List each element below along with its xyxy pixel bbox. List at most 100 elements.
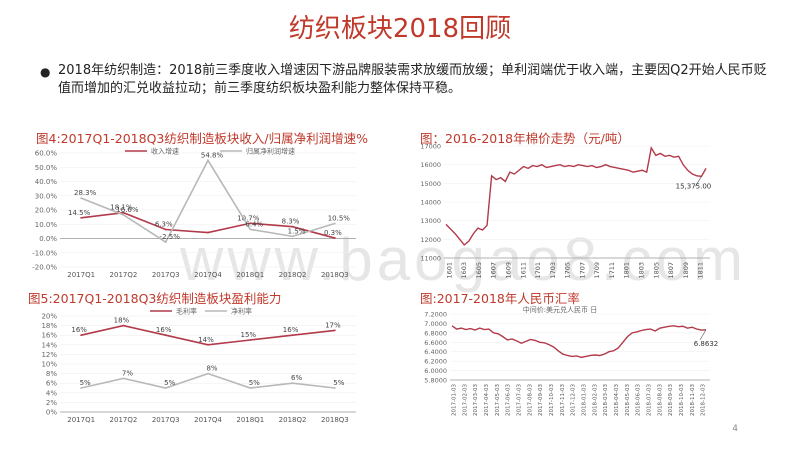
data-point: [291, 225, 294, 228]
x-tick-label: 2018-02-03: [592, 384, 598, 416]
data-label: 18%: [114, 317, 130, 325]
x-tick-label: 1709: [593, 262, 601, 279]
data-label: 54.8%: [201, 151, 224, 159]
x-tick-label: 1711: [608, 262, 616, 279]
data-label: 16.6%: [116, 206, 139, 214]
data-label: 18.1%: [110, 204, 133, 212]
data-label: 5%: [249, 379, 260, 387]
end-value-label: 6.8632: [694, 340, 719, 348]
y-tick-label: 16%: [41, 332, 57, 340]
data-label: 7%: [122, 369, 133, 377]
x-tick-label: 1703: [549, 262, 557, 279]
y-tick-label: 7.0000: [424, 320, 447, 328]
y-tick-label: 6.0000: [424, 367, 447, 375]
x-tick-label: 2018-10-03: [679, 384, 685, 416]
x-tick-label: 1601: [445, 262, 453, 279]
y-tick-label: 11000: [420, 255, 441, 263]
chart2-title: 图：2016-2018年棉价走势（元/吨）: [420, 131, 630, 146]
x-tick-label: 2018-08-03: [657, 384, 663, 416]
chart4-title: 图:2017-2018年人民币汇率: [420, 291, 580, 306]
y-tick-label: 10.0%: [35, 221, 58, 229]
x-tick-label: 2017-07-03: [516, 384, 522, 416]
x-tick-label: 2018Q1: [236, 271, 264, 279]
x-tick-label: 2017Q2: [110, 416, 138, 424]
chart1-title: 图4:2017Q1-2018Q3纺织制造板块收入/归属净利润增速%: [36, 131, 368, 146]
y-tick-label: 6%: [46, 380, 57, 388]
legend-label: 收入增速: [151, 147, 179, 156]
x-tick-label: 2018Q2: [279, 416, 307, 424]
x-tick-label: 2017-09-03: [538, 384, 544, 416]
y-tick-label: 15000: [420, 180, 441, 188]
x-tick-label: 2017-02-03: [462, 384, 468, 416]
x-tick-label: 1707: [578, 262, 586, 279]
data-label: 5%: [164, 379, 175, 387]
data-point: [333, 387, 336, 389]
data-point: [333, 329, 336, 332]
data-point: [291, 334, 294, 337]
x-tick-label: 2017-05-03: [495, 384, 501, 416]
y-tick-label: 13000: [420, 217, 441, 225]
x-tick-label: 1611: [519, 262, 527, 279]
legend-label: 归属净利润增速: [246, 147, 295, 156]
page-title: 纺织板块2018回顾: [288, 14, 512, 44]
x-tick-label: 2018-01-03: [581, 384, 587, 416]
y-tick-label: 14%: [41, 341, 57, 349]
chart3-title: 图5:2017Q1-2018Q3纺织制造板块盈利能力: [28, 291, 282, 306]
data-label: 17%: [325, 321, 341, 329]
data-label: 6.4%: [245, 220, 263, 228]
x-tick-label: 2017-11-03: [560, 384, 566, 416]
y-tick-label: -20.0%: [32, 264, 57, 272]
data-point: [207, 231, 209, 234]
data-label: 16%: [283, 326, 299, 334]
data-label: 16%: [156, 326, 172, 334]
y-tick-label: 18%: [41, 322, 57, 330]
bullet-dot-icon: ●: [40, 65, 51, 79]
y-tick-label: 17000: [420, 143, 441, 151]
x-tick-label: 1801: [623, 262, 631, 279]
y-tick-label: 16000: [420, 161, 441, 169]
y-tick-label: 50.0%: [35, 164, 58, 172]
x-tick-label: 2018-05-03: [625, 384, 631, 416]
x-tick-label: 2017Q2: [110, 271, 138, 279]
x-tick-label: 2017-03-03: [473, 384, 479, 416]
data-point: [333, 237, 336, 239]
x-tick-label: 1807: [667, 262, 675, 279]
data-point: [207, 159, 209, 162]
y-tick-label: 20.0%: [35, 207, 58, 215]
data-point: [207, 343, 209, 346]
x-tick-label: 2017-01-03: [451, 384, 457, 416]
data-point: [122, 324, 125, 327]
data-label: 14%: [198, 336, 214, 344]
chart-profitability: 20%18%16%14%12%10%8%6%4%2%0%2017Q1 2017Q2…: [41, 307, 356, 424]
legend-label: 净利率: [231, 307, 252, 316]
chart-cotton-price: 17000 16000 15000 14000 13000 12000 11000 1601 1…: [420, 143, 711, 279]
x-tick-label: 2017-06-03: [506, 384, 512, 416]
data-point: [291, 382, 294, 385]
x-tick-label: 2018-06-03: [636, 384, 642, 416]
data-point: [249, 228, 252, 231]
x-tick-label: 2017-10-03: [549, 384, 555, 416]
x-tick-label: 1605: [475, 262, 483, 279]
y-tick-label: 2%: [46, 399, 57, 407]
x-tick-label: 1705: [564, 262, 572, 279]
data-label: 8.3%: [282, 218, 300, 226]
end-label-pointer: [695, 176, 702, 187]
data-point: [249, 387, 252, 389]
y-tick-label: 0.0%: [39, 235, 57, 243]
y-tick-label: 0%: [46, 409, 57, 417]
data-point: [164, 334, 167, 337]
series-line: [445, 145, 707, 246]
x-tick-label: 2017Q1: [67, 416, 95, 424]
end-label-pointer: [699, 329, 707, 341]
data-point: [291, 235, 294, 238]
data-point: [164, 228, 167, 231]
page-number: 4: [732, 424, 738, 434]
chart-subtitle: 中间价:美元兑人民币 日: [523, 305, 598, 314]
x-tick-label: 1609: [505, 262, 513, 279]
y-tick-label: 10%: [41, 361, 57, 369]
data-label: 6%: [291, 374, 302, 382]
x-tick-label: 2017-04-03: [484, 384, 490, 416]
data-point: [80, 197, 83, 200]
x-tick-label: 1809: [682, 262, 690, 279]
